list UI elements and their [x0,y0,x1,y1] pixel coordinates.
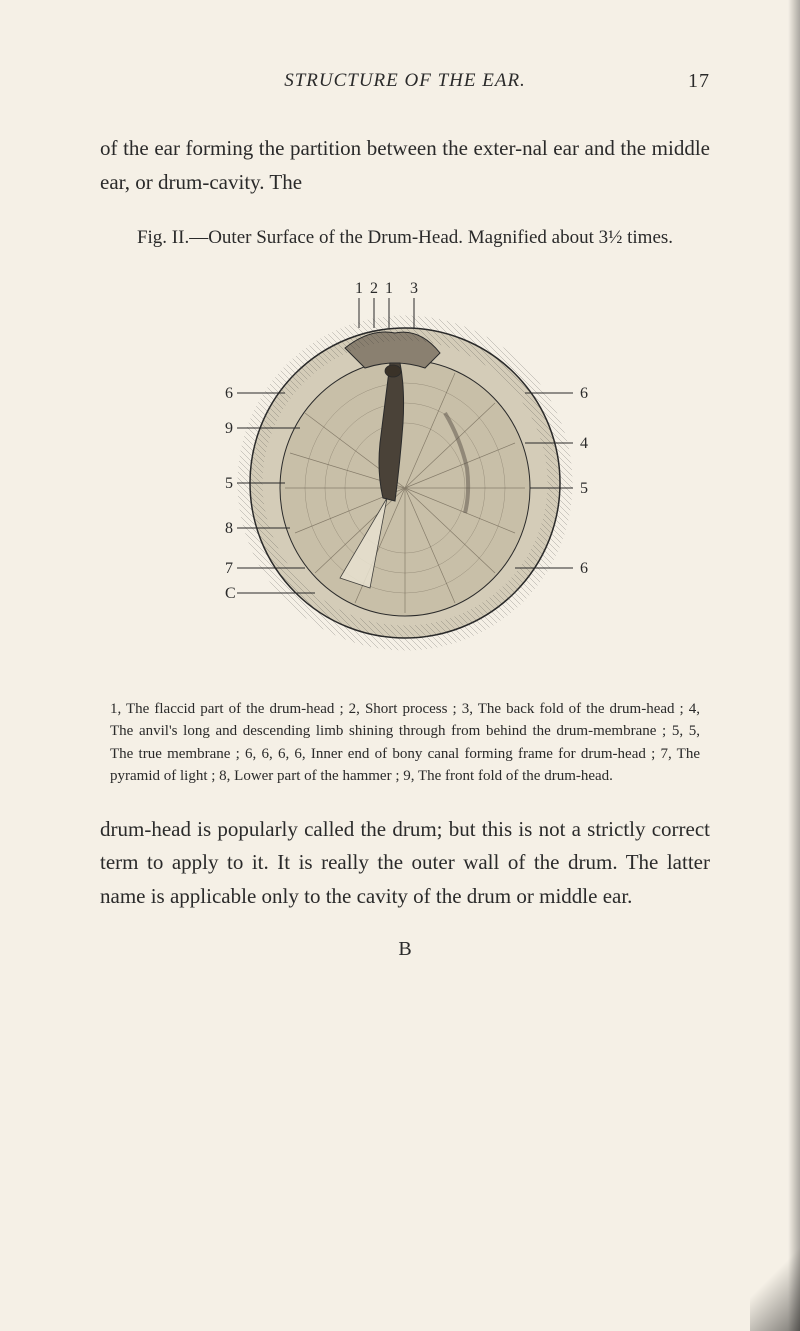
page-header: STRUCTURE OF THE EAR. 17 [100,70,710,92]
page-edge-shadow [788,0,800,1331]
top-label-1b: 1 [385,280,393,297]
figure-container: 1 2 1 3 [100,273,710,673]
paragraph-2: drum-head is popularly called the drum; … [100,813,710,914]
left-label-5: 5 [225,475,233,492]
ear-drum-illustration: 1 2 1 3 [195,273,615,673]
figure-legend: 1, The flaccid part of the drum-head ; 2… [100,698,710,788]
right-label-6top: 6 [580,385,588,402]
right-label-6bot: 6 [580,560,588,577]
top-label-1: 1 [355,280,363,297]
right-label-5: 5 [580,480,588,497]
right-label-4: 4 [580,435,588,452]
figure-caption: Fig. II.—Outer Surface of the Drum-Head.… [100,224,710,253]
left-label-7: 7 [225,560,233,577]
signature-mark: B [100,938,710,961]
top-label-3: 3 [410,280,418,297]
running-title: STRUCTURE OF THE EAR. [284,70,526,91]
paragraph-1: of the ear forming the partition between… [100,132,710,199]
top-label-2: 2 [370,280,378,297]
left-label-6: 6 [225,385,233,402]
left-label-9: 9 [225,420,233,437]
left-label-c: C [225,585,236,602]
page-corner-shadow [750,1241,800,1331]
page-number: 17 [688,70,710,93]
left-label-8: 8 [225,520,233,537]
